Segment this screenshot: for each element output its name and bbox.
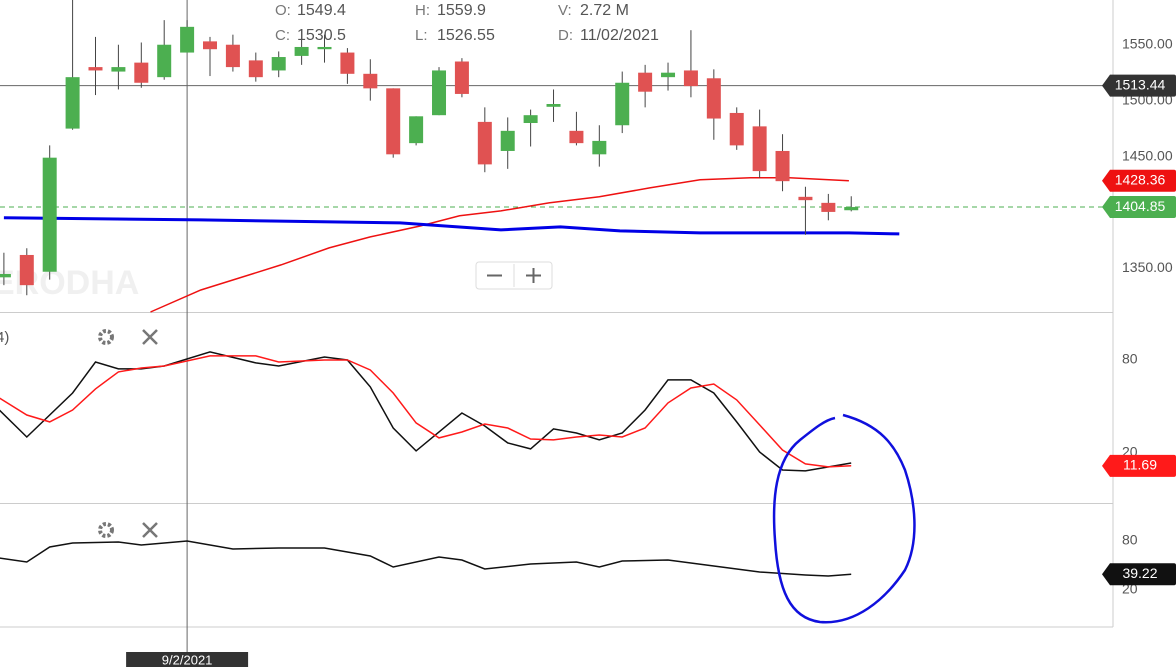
candle-body (729, 112, 744, 146)
candle-body (271, 57, 286, 71)
legend-key: D: (558, 27, 573, 44)
candle-body (569, 130, 584, 144)
line (0, 355, 852, 468)
indicator-icons[interactable] (98, 329, 158, 538)
price-tag-label: 11.69 (1123, 457, 1157, 473)
y-tick-label: 1450.00 (1122, 147, 1173, 163)
y-tick-label: 1550.00 (1122, 35, 1173, 51)
candle-body (661, 72, 676, 78)
legend-key: H: (415, 2, 430, 19)
legend-key: O: (275, 2, 291, 19)
y-tick-label: 80 (1122, 532, 1138, 548)
price-tag-label: 1428.36 (1115, 171, 1166, 187)
close-icon[interactable] (142, 329, 158, 345)
candle-body (523, 115, 538, 124)
candle-body (294, 46, 309, 56)
candle-body (500, 130, 515, 151)
hand-drawn-annotation (772, 413, 916, 624)
candle-body (317, 46, 332, 50)
candle-body (65, 77, 80, 129)
price-tag-label: 39.22 (1122, 565, 1157, 581)
price-tag (1102, 563, 1176, 586)
candle-body (592, 140, 607, 155)
candle-body (638, 72, 653, 92)
legend-key: V: (558, 2, 572, 19)
candle-body (88, 67, 103, 71)
labels: 1550.001500.001450.001350.001428.361404.… (126, 2, 1176, 667)
candle-body (706, 78, 721, 119)
legend-value: 1530.5 (297, 27, 346, 44)
legend-key: C: (275, 27, 290, 44)
candle-body (111, 67, 126, 72)
candle-body (477, 121, 492, 165)
candle-body (386, 88, 401, 155)
price-tag-label: 1404.85 (1115, 198, 1166, 214)
y-tick-label: 80 (1122, 351, 1138, 367)
legend-key: L: (415, 27, 428, 44)
candle-body (42, 157, 57, 272)
candle-body (752, 126, 767, 172)
crosshair-x-label: 9/2/2021 (162, 652, 213, 667)
candle-body (615, 82, 630, 126)
y-tick-label: 1350.00 (1122, 259, 1173, 275)
candle-body (340, 52, 355, 74)
price-tag (1102, 196, 1176, 219)
line (3, 216, 900, 236)
line (150, 177, 849, 313)
candle-body (844, 207, 859, 211)
legend-value: 1559.9 (437, 2, 486, 19)
line (0, 540, 852, 577)
price-tag (1102, 454, 1176, 477)
candle-body (248, 60, 263, 78)
candle-body (19, 254, 34, 286)
price-tag-label: 1513.44 (1115, 76, 1166, 92)
legend-value: 1526.55 (437, 27, 495, 44)
settings-icon[interactable] (98, 522, 114, 538)
candle-body (0, 273, 11, 278)
zoom-controls[interactable] (475, 261, 553, 290)
candle-body (203, 41, 218, 50)
indicator-label: 4) (0, 329, 9, 346)
candle-body (134, 62, 149, 83)
legend-value: 1549.4 (297, 2, 346, 19)
settings-icon[interactable] (98, 329, 114, 345)
candle-body (775, 150, 790, 182)
legend-value: 11/02/2021 (580, 27, 659, 44)
candle-body (454, 61, 469, 94)
candle-body (225, 44, 240, 68)
candle-body (798, 196, 813, 201)
candle-body (180, 26, 195, 53)
price-tag (1102, 169, 1176, 192)
candle-body (409, 116, 424, 144)
candle-body (683, 70, 698, 87)
crosshair-x-tag (126, 652, 249, 667)
candle-body (363, 73, 378, 89)
price-tag (1102, 74, 1176, 97)
legend-value: 2.72 M (580, 2, 629, 19)
marks (0, 0, 1105, 652)
candle-body (432, 70, 447, 116)
candle-body (821, 202, 836, 212)
candle-body (157, 44, 172, 78)
candle-body (546, 104, 561, 107)
close-icon[interactable] (142, 522, 158, 538)
